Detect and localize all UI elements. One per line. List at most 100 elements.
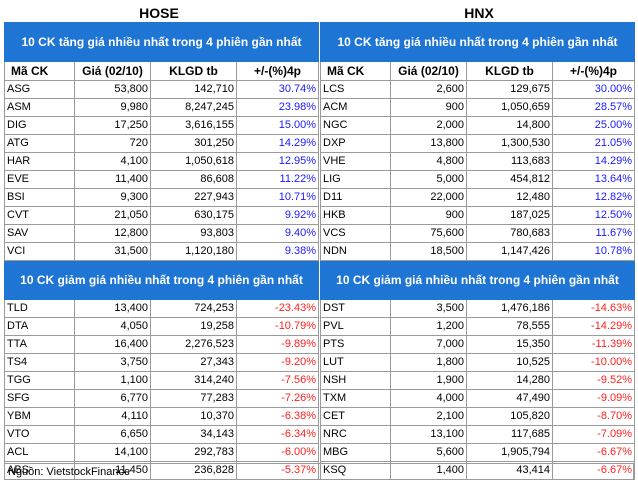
table-row: HAR 4,100 1,050,618 12.95%	[4, 152, 320, 171]
volume-cell: 1,120,180	[150, 242, 237, 261]
table-row: SAV 12,800 93,803 9.40%	[4, 224, 320, 243]
volume-cell: 227,943	[150, 188, 237, 207]
volume-cell: 8,247,245	[150, 98, 237, 117]
table-row: NGC 2,000 14,800 25.00%	[320, 116, 636, 135]
hose-gainers-column-header: KLGD tb	[150, 61, 237, 81]
change-pct-cell: -10.79%	[235, 317, 320, 336]
volume-cell: 10,525	[466, 353, 553, 372]
volume-cell: 1,147,426	[466, 242, 553, 261]
table-row: SFG 6,770 77,283 -7.26%	[4, 389, 320, 408]
table-row: DIG 17,250 3,616,155 15.00%	[4, 116, 320, 135]
change-pct-cell: -9.52%	[551, 371, 636, 390]
stock-code: ACL	[4, 443, 75, 462]
volume-cell: 292,783	[150, 443, 237, 462]
change-pct-cell: 13.64%	[551, 170, 636, 189]
volume-cell: 93,803	[150, 224, 237, 243]
price-cell: 2,100	[390, 407, 467, 426]
hnx-losers-header-row: 10 CK giảm giá nhiều nhất trong 4 phiên …	[319, 260, 636, 300]
change-pct-cell: -7.56%	[235, 371, 320, 390]
change-pct-cell: -7.09%	[551, 425, 636, 444]
table-row: DST 3,500 1,476,186 -14.63%	[320, 299, 636, 318]
table-row: VCS 75,600 780,683 11.67%	[320, 224, 636, 243]
table-row: TGG 1,100 314,240 -7.56%	[4, 371, 320, 390]
table-row: MBG 5,600 1,905,794 -6.67%	[320, 443, 636, 462]
stock-code: DTA	[4, 317, 75, 336]
table-row: VHE 4,800 113,683 14.29%	[320, 152, 636, 171]
table-row: NRC 13,100 117,685 -7.09%	[320, 425, 636, 444]
stock-code: TXM	[320, 389, 391, 408]
hnx-table: 10 CK tăng giá nhiều nhất trong 4 phiên …	[319, 22, 636, 480]
table-row: EVE 11,400 86,608 11.22%	[4, 170, 320, 189]
change-pct-cell: 30.00%	[551, 80, 636, 99]
table-row: ASG 53,800 142,710 30.74%	[4, 80, 320, 99]
stock-code: TGG	[4, 371, 75, 390]
stock-code: VTO	[4, 425, 75, 444]
price-cell: 12,800	[74, 224, 151, 243]
volume-cell: 129,675	[466, 80, 553, 99]
price-cell: 3,750	[74, 353, 151, 372]
volume-cell: 724,253	[150, 299, 237, 318]
volume-cell: 19,258	[150, 317, 237, 336]
change-pct-cell: 9.40%	[235, 224, 320, 243]
table-row: VTO 6,650 34,143 -6.34%	[4, 425, 320, 444]
change-pct-cell: -6.34%	[235, 425, 320, 444]
change-pct-cell: -14.29%	[551, 317, 636, 336]
change-pct-cell: -10.00%	[551, 353, 636, 372]
stock-code: ASM	[4, 98, 75, 117]
hose-panel: 10 CK tăng giá nhiều nhất trong 4 phiên …	[3, 22, 320, 480]
stock-code: LUT	[320, 353, 391, 372]
stock-code: ATG	[4, 134, 75, 153]
price-cell: 9,300	[74, 188, 151, 207]
change-pct-cell: 12.50%	[551, 206, 636, 225]
volume-cell: 14,280	[466, 371, 553, 390]
stock-code: SFG	[4, 389, 75, 408]
stock-code: PTS	[320, 335, 391, 354]
change-pct-cell: -9.89%	[235, 335, 320, 354]
volume-cell: 27,343	[150, 353, 237, 372]
hnx-losers-header: 10 CK giảm giá nhiều nhất trong 4 phiên …	[319, 260, 636, 300]
change-pct-cell: -6.38%	[235, 407, 320, 426]
price-cell: 31,500	[74, 242, 151, 261]
price-cell: 13,800	[390, 134, 467, 153]
stock-code: HKB	[320, 206, 391, 225]
change-pct-cell: -11.39%	[551, 335, 636, 354]
price-cell: 6,770	[74, 389, 151, 408]
volume-cell: 12,480	[466, 188, 553, 207]
stock-code: CVT	[4, 206, 75, 225]
price-cell: 2,600	[390, 80, 467, 99]
volume-cell: 780,683	[466, 224, 553, 243]
table-row: ACM 900 1,050,659 28.57%	[320, 98, 636, 117]
price-cell: 14,100	[74, 443, 151, 462]
hnx-gainers-column-header-row: Mã CK Giá (02/10) KLGD tb +/-(%)4p	[320, 61, 636, 81]
table-row: ASM 9,980 8,247,245 23.98%	[4, 98, 320, 117]
volume-cell: 113,683	[466, 152, 553, 171]
volume-cell: 187,025	[466, 206, 553, 225]
price-cell: 4,800	[390, 152, 467, 171]
price-cell: 4,100	[74, 152, 151, 171]
price-cell: 720	[74, 134, 151, 153]
price-cell: 1,800	[390, 353, 467, 372]
table-row: NDN 18,500 1,147,426 10.78%	[320, 242, 636, 261]
stock-code: NGC	[320, 116, 391, 135]
volume-cell: 77,283	[150, 389, 237, 408]
volume-cell: 1,905,794	[466, 443, 553, 462]
table-row: TXM 4,000 47,490 -9.09%	[320, 389, 636, 408]
volume-cell: 314,240	[150, 371, 237, 390]
volume-cell: 14,800	[466, 116, 553, 135]
stock-code: HAR	[4, 152, 75, 171]
price-cell: 900	[390, 98, 467, 117]
change-pct-cell: 9.38%	[235, 242, 320, 261]
stock-code: EVE	[4, 170, 75, 189]
price-cell: 13,400	[74, 299, 151, 318]
stock-code: ASG	[4, 80, 75, 99]
volume-cell: 1,050,618	[150, 152, 237, 171]
change-pct-cell: 10.78%	[551, 242, 636, 261]
volume-cell: 301,250	[150, 134, 237, 153]
hnx-gainers-header-row: 10 CK tăng giá nhiều nhất trong 4 phiên …	[319, 22, 636, 62]
volume-cell: 3,616,155	[150, 116, 237, 135]
table-row: ACL 14,100 292,783 -6.00%	[4, 443, 320, 462]
price-cell: 17,250	[74, 116, 151, 135]
stock-code: ACM	[320, 98, 391, 117]
price-cell: 4,110	[74, 407, 151, 426]
change-pct-cell: 25.00%	[551, 116, 636, 135]
